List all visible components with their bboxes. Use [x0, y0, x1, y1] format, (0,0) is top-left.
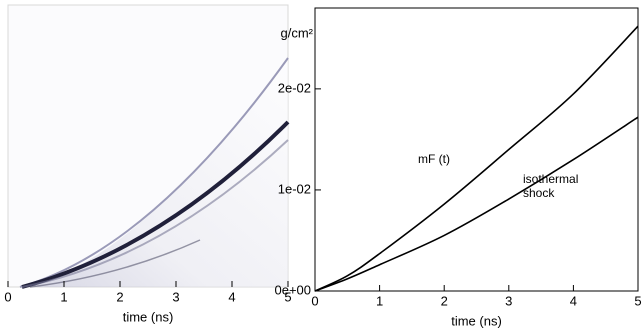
x-tick-label: 4 [570, 293, 577, 308]
y-tick-label: 0e+00 [274, 282, 311, 297]
streak-image [8, 5, 288, 287]
x-tick-label: 1 [376, 293, 383, 308]
annotation: shock [523, 186, 555, 200]
line-series [315, 26, 638, 291]
annotation: isothermal [523, 172, 578, 186]
x-tick-label: 3 [172, 289, 179, 304]
y-tick-label: 2e-02 [278, 80, 311, 95]
x-tick-label: 1 [60, 289, 67, 304]
x-tick-label: 0 [4, 289, 11, 304]
x-tick-label: 4 [228, 289, 235, 304]
y-tick-label: 1e-02 [278, 181, 311, 196]
figure: 012345time (ns)012345time (ns)0e+001e-02… [0, 0, 642, 333]
x-tick-label: 0 [311, 293, 318, 308]
x-tick-label: 2 [441, 293, 448, 308]
x-tick-label: 2 [116, 289, 123, 304]
x-axis-label: time (ns) [451, 313, 502, 328]
x-tick-label: 5 [634, 293, 641, 308]
x-tick-label: 3 [505, 293, 512, 308]
y-axis-label: g/cm² [281, 25, 314, 40]
x-axis-label: time (ns) [123, 309, 174, 324]
annotation: mF (t) [418, 152, 450, 166]
